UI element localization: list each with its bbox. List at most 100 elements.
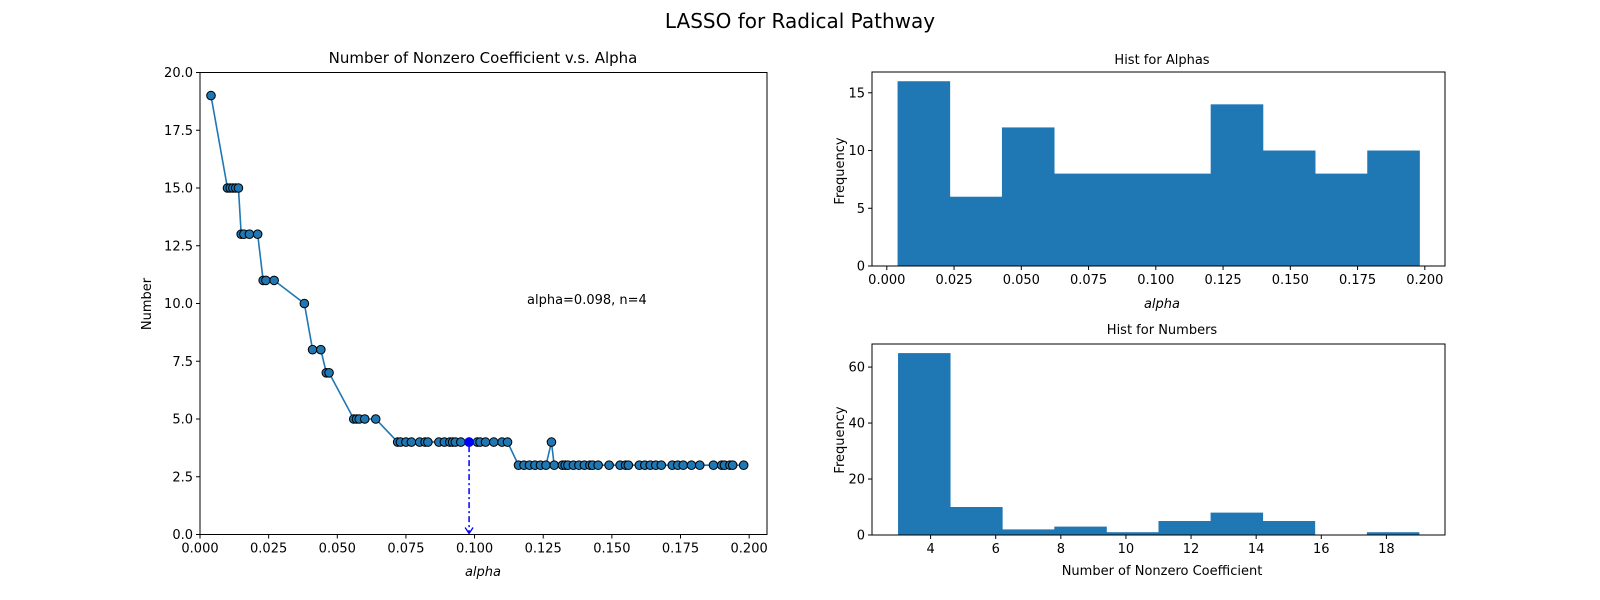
line-chart-frame (199, 72, 768, 535)
x-tick-label: 0.075 (1070, 273, 1107, 288)
x-tick-label: 0.025 (250, 542, 287, 557)
y-tick-label: 60 (848, 361, 865, 376)
x-tick-label: 0.000 (868, 273, 905, 288)
x-tick-label: 10 (1118, 542, 1135, 557)
y-tick-label: 7.5 (172, 355, 193, 370)
y-tick-label: 10.0 (164, 297, 193, 312)
y-tick-label: 17.5 (164, 124, 193, 139)
line-chart-ticks: 0.000 0.025 0.050 0.075 0.100 0.125 0.150 0.175… (164, 66, 768, 557)
data-point (206, 90, 216, 101)
selected-arrow-head (464, 527, 474, 535)
y-tick-label: 5.0 (172, 413, 193, 428)
figure-suptitle: LASSO for Radical Pathway (665, 9, 935, 33)
histogram-bar (1367, 150, 1420, 266)
data-point (316, 344, 326, 355)
data-point (307, 344, 318, 355)
histogram-bar (1262, 150, 1316, 266)
data-point (423, 437, 433, 447)
histogram-bar (1315, 173, 1368, 266)
data-point (694, 460, 705, 471)
histogram-bar (1002, 529, 1055, 535)
x-tick-label: 0.125 (1204, 273, 1241, 288)
histogram-bar (1001, 127, 1055, 266)
data-point (502, 437, 513, 447)
y-tick-label: 5 (857, 202, 865, 217)
data-point (480, 437, 491, 447)
histogram-bar (1158, 173, 1212, 266)
line-chart-plot (206, 90, 749, 535)
x-tick-label: 0.150 (1272, 273, 1309, 288)
x-tick-label: 18 (1378, 542, 1395, 557)
data-point (299, 298, 310, 309)
line-chart-ylabel: Number (140, 277, 155, 330)
histogram-bar (1106, 532, 1159, 535)
data-point (261, 275, 271, 286)
x-tick-label: 8 (1057, 542, 1065, 557)
numbers-histogram-title: Hist for Numbers (1107, 323, 1218, 338)
data-point (738, 460, 749, 471)
x-tick-label: 6 (992, 542, 1000, 557)
y-tick-label: 2.5 (172, 470, 193, 485)
x-tick-label: 0.200 (731, 542, 768, 557)
y-tick-label: 0 (857, 529, 865, 544)
data-point (549, 460, 560, 471)
data-point (541, 460, 551, 471)
alpha-histogram-plot (897, 81, 1420, 266)
line-chart: Number of Nonzero Coefficient v.s. Alpha… (140, 49, 768, 580)
data-point (678, 460, 689, 471)
data-point (252, 229, 263, 239)
x-tick-label: 0.000 (181, 542, 218, 557)
x-tick-label: 12 (1183, 542, 1200, 557)
numbers-histogram-ticks: 4 6 8 10 12 14 16 18 0 20 40 60 (848, 361, 1394, 557)
data-point (406, 437, 417, 447)
series-line (210, 95, 744, 467)
y-tick-label: 12.5 (164, 239, 193, 254)
x-tick-label: 0.100 (456, 542, 493, 557)
x-tick-label: 0.025 (935, 273, 972, 288)
y-tick-label: 0 (857, 260, 865, 275)
x-tick-label: 0.150 (593, 542, 630, 557)
alpha-histogram-xlabel: alpha (1144, 297, 1180, 312)
histogram-bar (1054, 526, 1107, 535)
x-tick-label: 16 (1313, 542, 1330, 557)
x-tick-label: 0.175 (1339, 273, 1376, 288)
histogram-bar (1106, 173, 1159, 266)
y-tick-label: 10 (848, 144, 865, 159)
x-tick-label: 0.175 (662, 542, 699, 557)
x-tick-label: 0.125 (525, 542, 562, 557)
data-point (593, 460, 603, 471)
alpha-histogram: Hist for Alphas 0.000 0.025 0.050 0.075 0.10… (833, 53, 1446, 312)
data-point (488, 437, 499, 447)
data-point (233, 183, 244, 193)
histogram-bar (1158, 521, 1211, 535)
alpha-histogram-title: Hist for Alphas (1114, 53, 1209, 68)
x-tick-label: 0.075 (387, 542, 424, 557)
y-tick-label: 15 (848, 86, 865, 101)
line-chart-xlabel: alpha (465, 565, 501, 580)
histogram-bar (1210, 104, 1264, 266)
data-point (686, 460, 697, 471)
data-point (269, 275, 279, 286)
y-tick-label: 0.0 (172, 528, 193, 543)
x-tick-label: 0.100 (1137, 273, 1174, 288)
x-tick-label: 0.050 (1003, 273, 1040, 288)
data-point (604, 460, 614, 471)
data-point (623, 460, 634, 471)
line-chart-title: Number of Nonzero Coefficient v.s. Alpha (329, 49, 638, 67)
y-tick-label: 15.0 (164, 182, 193, 197)
line-chart-annotation: alpha=0.098, n=4 (527, 293, 647, 308)
y-tick-label: 40 (848, 417, 865, 432)
histogram-bar (898, 353, 951, 535)
histogram-bar (897, 81, 951, 266)
data-point (324, 368, 334, 378)
data-point (708, 460, 719, 471)
histogram-bar (1262, 521, 1316, 535)
data-point (546, 437, 557, 447)
numbers-histogram-plot (898, 353, 1420, 535)
alpha-histogram-ylabel: Frequency (833, 137, 848, 204)
x-tick-label: 0.050 (319, 542, 356, 557)
alpha-histogram-ticks: 0.000 0.025 0.050 0.075 0.100 0.125 0.150 0.175… (848, 86, 1443, 288)
histogram-bar (1366, 532, 1420, 535)
x-tick-label: 4 (926, 542, 934, 557)
